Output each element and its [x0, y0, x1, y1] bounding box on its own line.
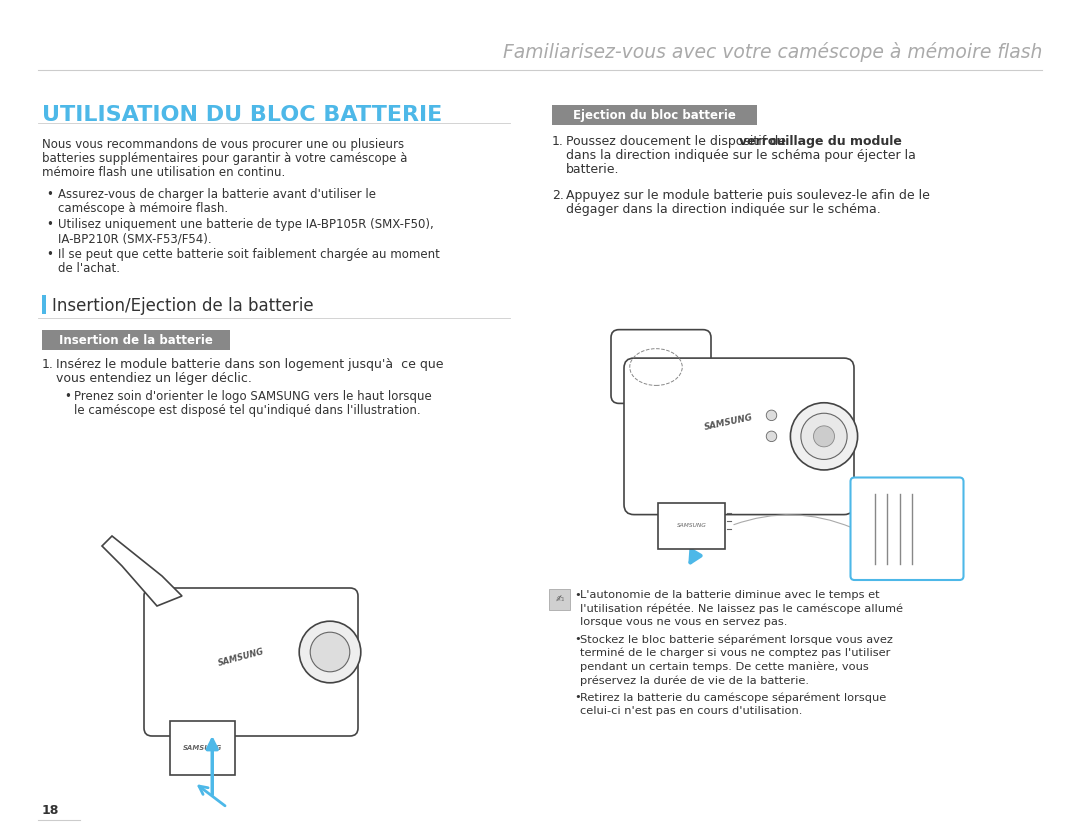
Text: ✍: ✍ — [555, 595, 564, 605]
Text: Utilisez uniquement une batterie de type IA-BP105R (SMX-F50),: Utilisez uniquement une batterie de type… — [58, 218, 434, 231]
Text: batteries supplémentaires pour garantir à votre caméscope à: batteries supplémentaires pour garantir … — [42, 152, 407, 165]
FancyBboxPatch shape — [144, 588, 357, 736]
FancyBboxPatch shape — [851, 477, 963, 580]
Text: SAMSUNG: SAMSUNG — [217, 647, 265, 667]
FancyBboxPatch shape — [611, 330, 711, 404]
Text: UTILISATION DU BLOC BATTERIE: UTILISATION DU BLOC BATTERIE — [42, 105, 442, 125]
FancyBboxPatch shape — [624, 358, 854, 514]
FancyBboxPatch shape — [549, 589, 570, 610]
Circle shape — [791, 403, 858, 470]
Text: 1.: 1. — [552, 135, 564, 148]
Text: SAMSUNG: SAMSUNG — [703, 414, 754, 433]
Text: Appuyez sur le module batterie puis soulevez-le afin de le: Appuyez sur le module batterie puis soul… — [566, 189, 930, 202]
Text: batterie.: batterie. — [566, 163, 620, 176]
Text: Stockez le bloc batterie séparément lorsque vous avez: Stockez le bloc batterie séparément lors… — [580, 634, 893, 645]
Text: •: • — [46, 218, 53, 231]
Text: IA-BP210R (SMX-F53/F54).: IA-BP210R (SMX-F53/F54). — [58, 232, 212, 245]
Text: de l'achat.: de l'achat. — [58, 262, 120, 275]
Text: 1.: 1. — [42, 358, 54, 371]
Text: SAMSUNG: SAMSUNG — [183, 745, 221, 751]
Text: l'utilisation répétée. Ne laissez pas le caméscope allumé: l'utilisation répétée. Ne laissez pas le… — [580, 604, 903, 614]
Text: dégager dans la direction indiquée sur le schéma.: dégager dans la direction indiquée sur l… — [566, 203, 881, 216]
Circle shape — [766, 410, 777, 421]
Circle shape — [813, 426, 835, 447]
Text: Retirez la batterie du caméscope séparément lorsque: Retirez la batterie du caméscope séparém… — [580, 692, 887, 703]
Text: •: • — [46, 188, 53, 201]
Polygon shape — [102, 536, 183, 606]
Text: celui-ci n'est pas en cours d'utilisation.: celui-ci n'est pas en cours d'utilisatio… — [580, 706, 802, 716]
Text: Poussez doucement le dispositif de: Poussez doucement le dispositif de — [566, 135, 789, 148]
Text: Assurez-vous de charger la batterie avant d'utiliser le: Assurez-vous de charger la batterie avan… — [58, 188, 376, 201]
Text: vous entendiez un léger déclic.: vous entendiez un léger déclic. — [56, 372, 252, 385]
FancyBboxPatch shape — [658, 503, 726, 548]
Text: dans la direction indiquée sur le schéma pour éjecter la: dans la direction indiquée sur le schéma… — [566, 149, 916, 162]
Text: 18: 18 — [42, 804, 59, 817]
Text: L'autonomie de la batterie diminue avec le temps et: L'autonomie de la batterie diminue avec … — [580, 590, 879, 600]
Circle shape — [299, 621, 361, 683]
FancyBboxPatch shape — [170, 721, 234, 775]
Text: lorsque vous ne vous en servez pas.: lorsque vous ne vous en servez pas. — [580, 617, 787, 627]
FancyBboxPatch shape — [42, 295, 46, 314]
Text: Prenez soin d'orienter le logo SAMSUNG vers le haut lorsque: Prenez soin d'orienter le logo SAMSUNG v… — [75, 390, 432, 403]
Text: Nous vous recommandons de vous procurer une ou plusieurs: Nous vous recommandons de vous procurer … — [42, 138, 404, 151]
Text: SAMSUNG: SAMSUNG — [677, 523, 706, 528]
Text: le caméscope est disposé tel qu'indiqué dans l'illustration.: le caméscope est disposé tel qu'indiqué … — [75, 404, 420, 417]
Circle shape — [801, 414, 847, 460]
Text: préservez la durée de vie de la batterie.: préservez la durée de vie de la batterie… — [580, 675, 809, 686]
Text: •: • — [64, 390, 71, 403]
Text: mémoire flash une utilisation en continu.: mémoire flash une utilisation en continu… — [42, 166, 285, 179]
Text: Insertion de la batterie: Insertion de la batterie — [59, 333, 213, 347]
Text: Familiarisez-vous avec votre caméscope à mémoire flash: Familiarisez-vous avec votre caméscope à… — [502, 42, 1042, 62]
FancyBboxPatch shape — [42, 330, 230, 350]
Text: Insérez le module batterie dans son logement jusqu'à  ce que: Insérez le module batterie dans son loge… — [56, 358, 444, 371]
Text: •: • — [46, 248, 53, 261]
FancyBboxPatch shape — [552, 105, 757, 125]
Text: •: • — [573, 590, 581, 600]
Text: 2.: 2. — [552, 189, 564, 202]
Circle shape — [766, 431, 777, 442]
Text: caméscope à mémoire flash.: caméscope à mémoire flash. — [58, 202, 228, 215]
Text: •: • — [573, 692, 581, 702]
Text: Insertion/Ejection de la batterie: Insertion/Ejection de la batterie — [52, 297, 313, 315]
Text: terminé de le charger si vous ne comptez pas l'utiliser: terminé de le charger si vous ne comptez… — [580, 648, 890, 658]
Text: pendant un certain temps. De cette manière, vous: pendant un certain temps. De cette maniè… — [580, 662, 868, 672]
Text: verrouillage du module: verrouillage du module — [739, 135, 902, 148]
Text: Ejection du bloc batterie: Ejection du bloc batterie — [573, 108, 735, 122]
Text: •: • — [573, 634, 581, 644]
Circle shape — [310, 632, 350, 672]
Text: Il se peut que cette batterie soit faiblement chargée au moment: Il se peut que cette batterie soit faibl… — [58, 248, 440, 261]
